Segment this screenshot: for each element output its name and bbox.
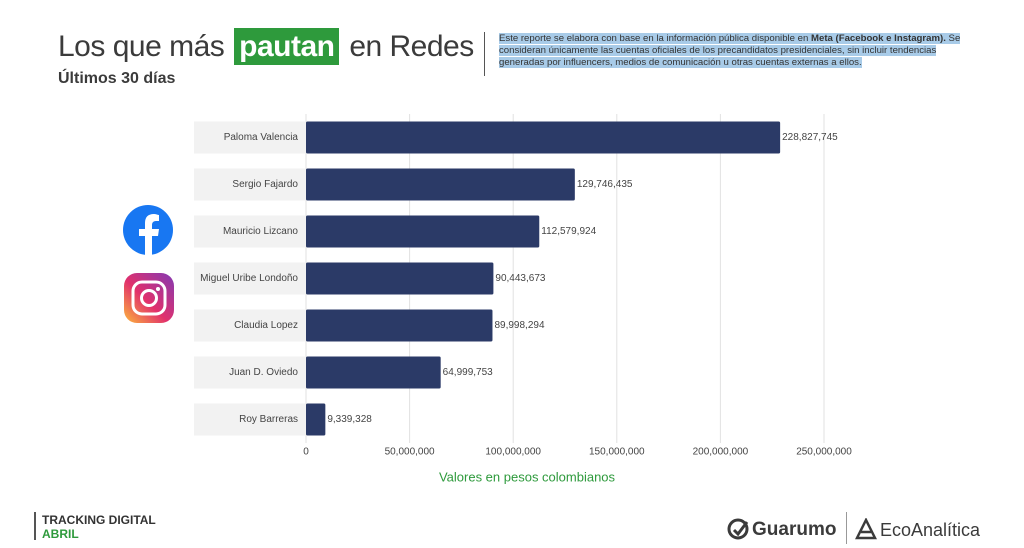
- x-axis-title: Valores en pesos colombianos: [439, 469, 616, 484]
- x-tick-label: 100,000,000: [485, 447, 541, 458]
- note-source: Meta (Facebook e Instagram).: [811, 33, 946, 44]
- note-intro: Este reporte se elabora con base en la i…: [499, 33, 811, 44]
- category-cell: [194, 262, 306, 295]
- category-cell: [194, 403, 306, 436]
- subtitle: Últimos 30 días: [58, 70, 176, 87]
- value-label: 89,998,294: [494, 320, 544, 331]
- y-tick-label: Claudia Lopez: [234, 320, 298, 331]
- footer-bar: [34, 512, 36, 540]
- category-cell: [194, 215, 306, 248]
- title-start: Los que más: [58, 30, 225, 63]
- y-tick-label: Mauricio Lizcano: [223, 226, 298, 237]
- facebook-icon: [123, 205, 173, 255]
- footer-line1: TRACKING DIGITAL: [42, 513, 156, 527]
- ecoanalitica-icon: [855, 518, 877, 540]
- bar: [306, 309, 493, 342]
- bar: [306, 403, 326, 436]
- bar: [306, 215, 540, 248]
- chart: 0 50,000,000 100,000,000 150,000,000 200,000…: [123, 114, 852, 484]
- value-label: 228,827,745: [782, 132, 838, 143]
- category-cell: [194, 121, 306, 154]
- title: Los que más pautan en Redes: [58, 28, 474, 65]
- guarumo-icon: [727, 518, 749, 540]
- x-tick-label: 200,000,000: [693, 447, 749, 458]
- note: Este reporte se elabora con base en la i…: [499, 33, 983, 69]
- y-tick-label: Paloma Valencia: [224, 132, 299, 143]
- logo-guarumo: Guarumo: [752, 519, 837, 540]
- footer-line2: ABRIL: [42, 527, 79, 541]
- bar: [306, 262, 494, 295]
- title-highlight: pautan: [234, 28, 340, 65]
- value-label: 64,999,753: [443, 367, 493, 378]
- instagram-icon: [124, 273, 174, 323]
- y-tick-label: Miguel Uribe Londoño: [200, 273, 298, 284]
- bar: [306, 356, 441, 389]
- value-label: 129,746,435: [577, 179, 633, 190]
- value-label: 112,579,924: [541, 226, 596, 237]
- x-tick-label: 0: [303, 447, 309, 458]
- category-cell: [194, 168, 306, 201]
- separator: [484, 32, 485, 76]
- value-label: 90,443,673: [495, 273, 545, 284]
- bar: [306, 121, 781, 154]
- y-tick-label: Sergio Fajardo: [232, 179, 298, 190]
- x-tick-label: 150,000,000: [589, 447, 645, 458]
- category-cell: [194, 356, 306, 389]
- y-tick-label: Roy Barreras: [239, 414, 298, 425]
- category-cell: [194, 309, 306, 342]
- x-tick-label: 250,000,000: [796, 447, 852, 458]
- value-label: 9,339,328: [327, 414, 372, 425]
- logo-ecoanalitica: EcoAnalítica: [880, 520, 981, 540]
- x-tick-label: 50,000,000: [385, 447, 435, 458]
- logo-separator: [846, 512, 847, 544]
- bar: [306, 168, 575, 201]
- y-tick-label: Juan D. Oviedo: [229, 367, 298, 378]
- title-end: en Redes: [349, 30, 474, 63]
